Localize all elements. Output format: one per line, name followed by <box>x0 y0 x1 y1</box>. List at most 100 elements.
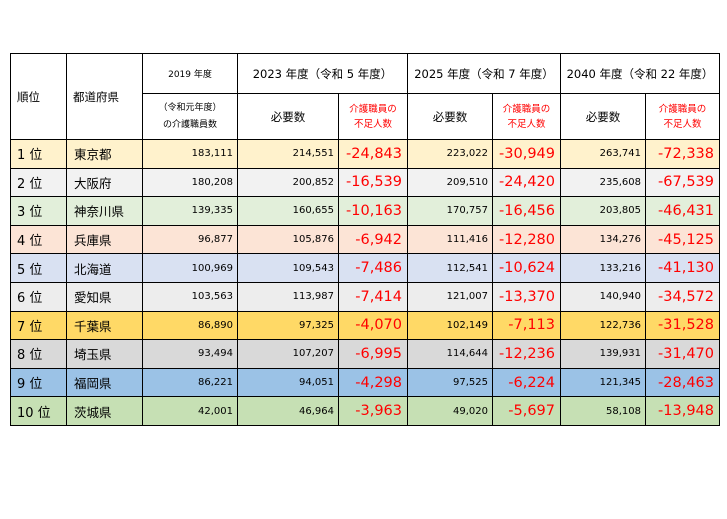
required-2040-cell: 139,931 <box>560 339 646 369</box>
rank-cell: 9 位 <box>10 367 67 398</box>
rank-cell: 5 位 <box>10 253 67 283</box>
shortage-2040-cell: -46,431 <box>645 196 720 226</box>
header-2025-shortage-line1: 介護職員の <box>502 103 551 115</box>
prefecture-cell: 埼玉県 <box>66 339 143 369</box>
shortage-2025-cell: -12,280 <box>492 224 561 255</box>
shortage-2025-cell: -6,224 <box>492 367 561 398</box>
shortage-2023-cell: -16,539 <box>338 167 408 198</box>
required-2040-cell: 134,276 <box>560 224 646 255</box>
header-2019-staff-line2: の介護職員数 <box>162 119 217 130</box>
header-2040-shortage-line1: 介護職員の <box>658 103 707 115</box>
shortage-2040-cell: -45,125 <box>645 224 720 255</box>
table-row: 8 位埼玉県 93,494 107,207 -6,995 114,644 -12,236 1… <box>10 339 720 369</box>
staff-2019-cell: 86,221 <box>142 367 238 398</box>
rank-cell: 3 位 <box>10 196 67 226</box>
header-2025-shortage: 介護職員の 不足人数 <box>492 93 561 140</box>
staff-2019-cell: 86,890 <box>142 310 238 341</box>
header-2040-shortage: 介護職員の 不足人数 <box>645 93 720 140</box>
shortage-2023-cell: -6,942 <box>338 224 408 255</box>
shortage-2025-cell: -5,697 <box>492 396 561 426</box>
prefecture-cell: 大阪府 <box>66 167 143 198</box>
prefecture-cell: 東京都 <box>66 139 143 169</box>
header-prefecture: 都道府県 <box>66 53 143 140</box>
table-row: 3 位神奈川県 139,335 160,655 -10,163 170,757 -16,4… <box>10 196 720 226</box>
shortage-2023-cell: -10,163 <box>338 196 408 226</box>
rank-cell: 6 位 <box>10 281 67 312</box>
shortage-2023-cell: -6,995 <box>338 339 408 369</box>
required-2023-cell: 94,051 <box>237 367 339 398</box>
staff-2019-cell: 42,001 <box>142 396 238 426</box>
shortage-2025-cell: -7,113 <box>492 310 561 341</box>
required-2040-cell: 122,736 <box>560 310 646 341</box>
table-row: 2 位大阪府 180,208 200,852 -16,539 209,510 -24,42… <box>10 167 720 198</box>
rank-cell: 7 位 <box>10 310 67 341</box>
shortage-2023-cell: -7,414 <box>338 281 408 312</box>
header-2019: 2019 年度 <box>142 53 238 94</box>
required-2040-cell: 58,108 <box>560 396 646 426</box>
required-2040-cell: 121,345 <box>560 367 646 398</box>
shortage-2040-cell: -72,338 <box>645 139 720 169</box>
table-body: 順位 都道府県 2019 年度 2023 年度（令和 5 年度） 2025 年度… <box>10 53 720 426</box>
required-2040-cell: 235,608 <box>560 167 646 198</box>
required-2023-cell: 109,543 <box>237 253 339 283</box>
staff-2019-cell: 180,208 <box>142 167 238 198</box>
shortage-2023-cell: -4,298 <box>338 367 408 398</box>
header-row-1: 順位 都道府県 2019 年度 2023 年度（令和 5 年度） 2025 年度… <box>10 53 720 140</box>
header-2019-staff: （令和元年度） の介護職員数 <box>142 93 238 140</box>
required-2025-cell: 223,022 <box>407 139 493 169</box>
required-2023-cell: 46,964 <box>237 396 339 426</box>
staff-2019-cell: 100,969 <box>142 253 238 283</box>
prefecture-cell: 神奈川県 <box>66 196 143 226</box>
header-2025: 2025 年度（令和 7 年度） <box>407 53 561 94</box>
header-2040: 2040 年度（令和 22 年度） <box>560 53 720 94</box>
required-2040-cell: 203,805 <box>560 196 646 226</box>
header-2023-required: 必要数 <box>237 93 339 140</box>
prefecture-cell: 茨城県 <box>66 396 143 426</box>
care-staff-shortage-table: 順位 都道府県 2019 年度 2023 年度（令和 5 年度） 2025 年度… <box>10 53 720 426</box>
header-2023: 2023 年度（令和 5 年度） <box>237 53 408 94</box>
shortage-2023-cell: -24,843 <box>338 139 408 169</box>
rank-cell: 1 位 <box>10 139 67 169</box>
rank-cell: 4 位 <box>10 224 67 255</box>
shortage-2040-cell: -41,130 <box>645 253 720 283</box>
staff-2019-cell: 139,335 <box>142 196 238 226</box>
header-2023-shortage-line1: 介護職員の <box>349 103 397 115</box>
shortage-2025-cell: -16,456 <box>492 196 561 226</box>
required-2023-cell: 105,876 <box>237 224 339 255</box>
prefecture-cell: 福岡県 <box>66 367 143 398</box>
staff-2019-cell: 93,494 <box>142 339 238 369</box>
required-2025-cell: 114,644 <box>407 339 493 369</box>
table-row: 1 位東京都 183,111 214,551 -24,843 223,022 -30,94… <box>10 139 720 169</box>
shortage-2025-cell: -24,420 <box>492 167 561 198</box>
shortage-2040-cell: -13,948 <box>645 396 720 426</box>
shortage-2023-cell: -7,486 <box>338 253 408 283</box>
required-2023-cell: 113,987 <box>237 281 339 312</box>
staff-2019-cell: 103,563 <box>142 281 238 312</box>
required-2023-cell: 107,207 <box>237 339 339 369</box>
shortage-2040-cell: -34,572 <box>645 281 720 312</box>
required-2025-cell: 121,007 <box>407 281 493 312</box>
required-2025-cell: 170,757 <box>407 196 493 226</box>
header-2025-required: 必要数 <box>407 93 493 140</box>
shortage-2040-cell: -67,539 <box>645 167 720 198</box>
staff-2019-cell: 96,877 <box>142 224 238 255</box>
shortage-2025-cell: -10,624 <box>492 253 561 283</box>
header-2025-shortage-line2: 不足人数 <box>507 118 546 130</box>
required-2025-cell: 111,416 <box>407 224 493 255</box>
required-2023-cell: 200,852 <box>237 167 339 198</box>
shortage-2025-cell: -13,370 <box>492 281 561 312</box>
header-2023-shortage-line2: 不足人数 <box>353 118 392 130</box>
prefecture-cell: 愛知県 <box>66 281 143 312</box>
shortage-2023-cell: -4,070 <box>338 310 408 341</box>
shortage-2040-cell: -31,528 <box>645 310 720 341</box>
rank-cell: 8 位 <box>10 339 67 369</box>
table-row: 7 位千葉県 86,890 97,325 -4,070 102,149 -7,113 122… <box>10 310 720 341</box>
prefecture-cell: 兵庫県 <box>66 224 143 255</box>
required-2023-cell: 214,551 <box>237 139 339 169</box>
prefecture-cell: 千葉県 <box>66 310 143 341</box>
required-2040-cell: 140,940 <box>560 281 646 312</box>
required-2025-cell: 97,525 <box>407 367 493 398</box>
required-2023-cell: 160,655 <box>237 196 339 226</box>
rank-cell: 2 位 <box>10 167 67 198</box>
required-2025-cell: 209,510 <box>407 167 493 198</box>
